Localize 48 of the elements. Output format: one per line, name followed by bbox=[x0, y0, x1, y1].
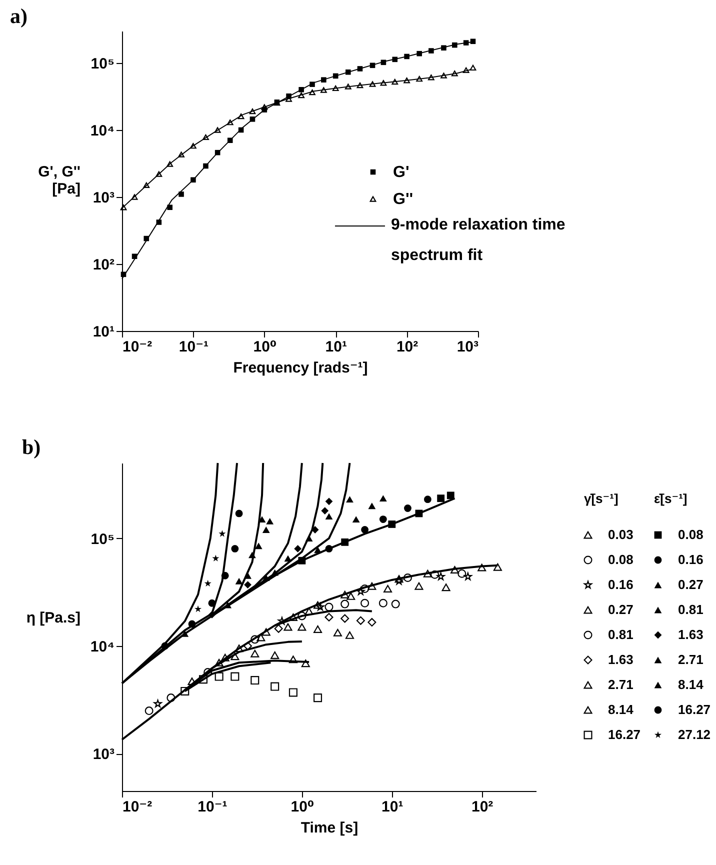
x-tick-label: 10² bbox=[471, 798, 494, 816]
y-tick-label: 10⁵ bbox=[90, 55, 114, 72]
x-tick-label: 10³ bbox=[456, 338, 478, 356]
legend-label: G' bbox=[393, 164, 410, 181]
x-tick-label: 10⁻¹ bbox=[198, 798, 228, 816]
legend-label: 8.14 bbox=[678, 677, 704, 692]
chart-title: a) bbox=[10, 4, 28, 28]
legend-label: 2.71 bbox=[608, 677, 634, 692]
text: ε̇[s⁻¹] bbox=[654, 491, 688, 506]
legend-label: 1.63 bbox=[678, 627, 704, 642]
legend-label: 1.63 bbox=[608, 652, 634, 667]
x-tick-label: 10⁻² bbox=[122, 338, 152, 356]
y-tick-label: 10⁴ bbox=[90, 638, 114, 656]
legend-label: 16.27 bbox=[678, 702, 711, 717]
text: γ̇[s⁻¹] bbox=[584, 491, 618, 506]
legend-label: 2.71 bbox=[678, 652, 704, 667]
legend-label: 0.16 bbox=[678, 552, 704, 567]
x-tick-label: 10² bbox=[396, 338, 418, 356]
legend-label: 0.27 bbox=[678, 577, 704, 592]
y-axis-title: η [Pa.s] bbox=[26, 610, 80, 626]
legend-label: 0.03 bbox=[608, 527, 634, 542]
x-tick-label: 10¹ bbox=[382, 798, 404, 816]
y-tick-label: 10⁵ bbox=[90, 530, 114, 548]
x-axis-title: Time [s] bbox=[300, 820, 358, 836]
x-tick-label: 10¹ bbox=[325, 338, 347, 356]
legend-label: G'' bbox=[393, 191, 414, 208]
x-tick-label: 10⁻² bbox=[122, 798, 152, 816]
legend-label: 8.14 bbox=[608, 702, 634, 717]
legend-label: 16.27 bbox=[608, 727, 641, 742]
y-axis-title: G', G'' [Pa] bbox=[38, 164, 80, 198]
y-tick-label: 10³ bbox=[92, 189, 114, 206]
legend-label: 0.81 bbox=[608, 627, 634, 642]
x-axis-title: Frequency [rads⁻¹] bbox=[233, 360, 368, 376]
legend-label: 0.81 bbox=[678, 602, 704, 617]
legend-label: 0.16 bbox=[608, 577, 634, 592]
x-tick-label: 10⁻¹ bbox=[178, 338, 209, 356]
chart-title: b) bbox=[22, 435, 41, 459]
x-tick-label: 10⁰ bbox=[253, 338, 277, 356]
legend-label: 0.08 bbox=[608, 552, 634, 567]
legend-label: 0.08 bbox=[678, 527, 704, 542]
legend-label: 0.27 bbox=[608, 602, 634, 617]
y-tick-label: 10² bbox=[92, 256, 114, 274]
x-tick-label: 10⁰ bbox=[290, 798, 314, 816]
y-tick-label: 10⁴ bbox=[90, 122, 114, 140]
y-tick-label: 10¹ bbox=[92, 324, 114, 340]
legend-label: 9-mode relaxation time spectrum fit bbox=[391, 216, 566, 264]
y-tick-label: 10³ bbox=[92, 746, 114, 764]
legend-label: 27.12 bbox=[678, 727, 711, 742]
